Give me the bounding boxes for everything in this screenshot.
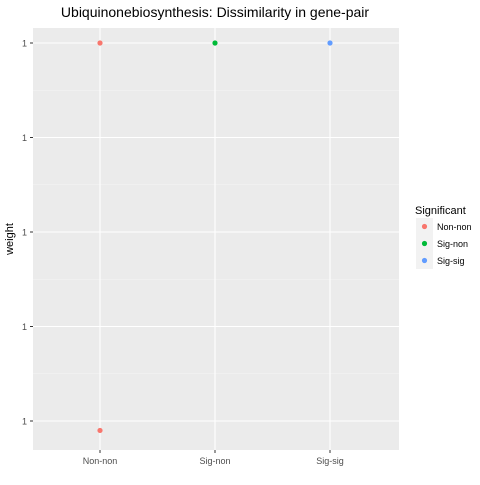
data-point: [97, 427, 103, 434]
x-tick-label: Sig-non: [199, 456, 230, 466]
y-axis-ticks: 1 1 1 1 1: [22, 39, 33, 427]
y-tick-label: 1: [22, 39, 27, 49]
y-tick-label: 1: [22, 417, 27, 427]
y-tick-label: 1: [22, 228, 27, 238]
legend-title: Significant: [415, 205, 466, 217]
y-tick-label: 1: [22, 133, 27, 143]
legend-label: Sig-sig: [437, 256, 465, 266]
x-tick-label: Sig-sig: [316, 456, 344, 466]
data-points: [97, 40, 333, 434]
plot-panel: [33, 28, 399, 450]
data-point: [212, 40, 218, 46]
y-axis-label: weight: [4, 223, 16, 256]
legend-marker: [421, 240, 428, 247]
minor-gridlines: [33, 89, 399, 375]
x-tick-label: Non-non: [83, 456, 118, 466]
y-tick-label: 1: [22, 322, 27, 332]
chart-title: Ubiquinonebiosynthesis: Dissimilarity in…: [61, 4, 369, 20]
data-point: [327, 40, 333, 46]
data-point: [97, 40, 103, 46]
legend-label: Non-non: [437, 222, 472, 232]
legend-label: Sig-non: [437, 239, 468, 249]
x-axis-ticks: Non-non Sig-non Sig-sig: [83, 450, 344, 466]
legend: Significant Non-non Sig-non Sig-sig: [415, 205, 472, 269]
legend-marker: [421, 223, 428, 230]
legend-marker: [421, 257, 428, 264]
